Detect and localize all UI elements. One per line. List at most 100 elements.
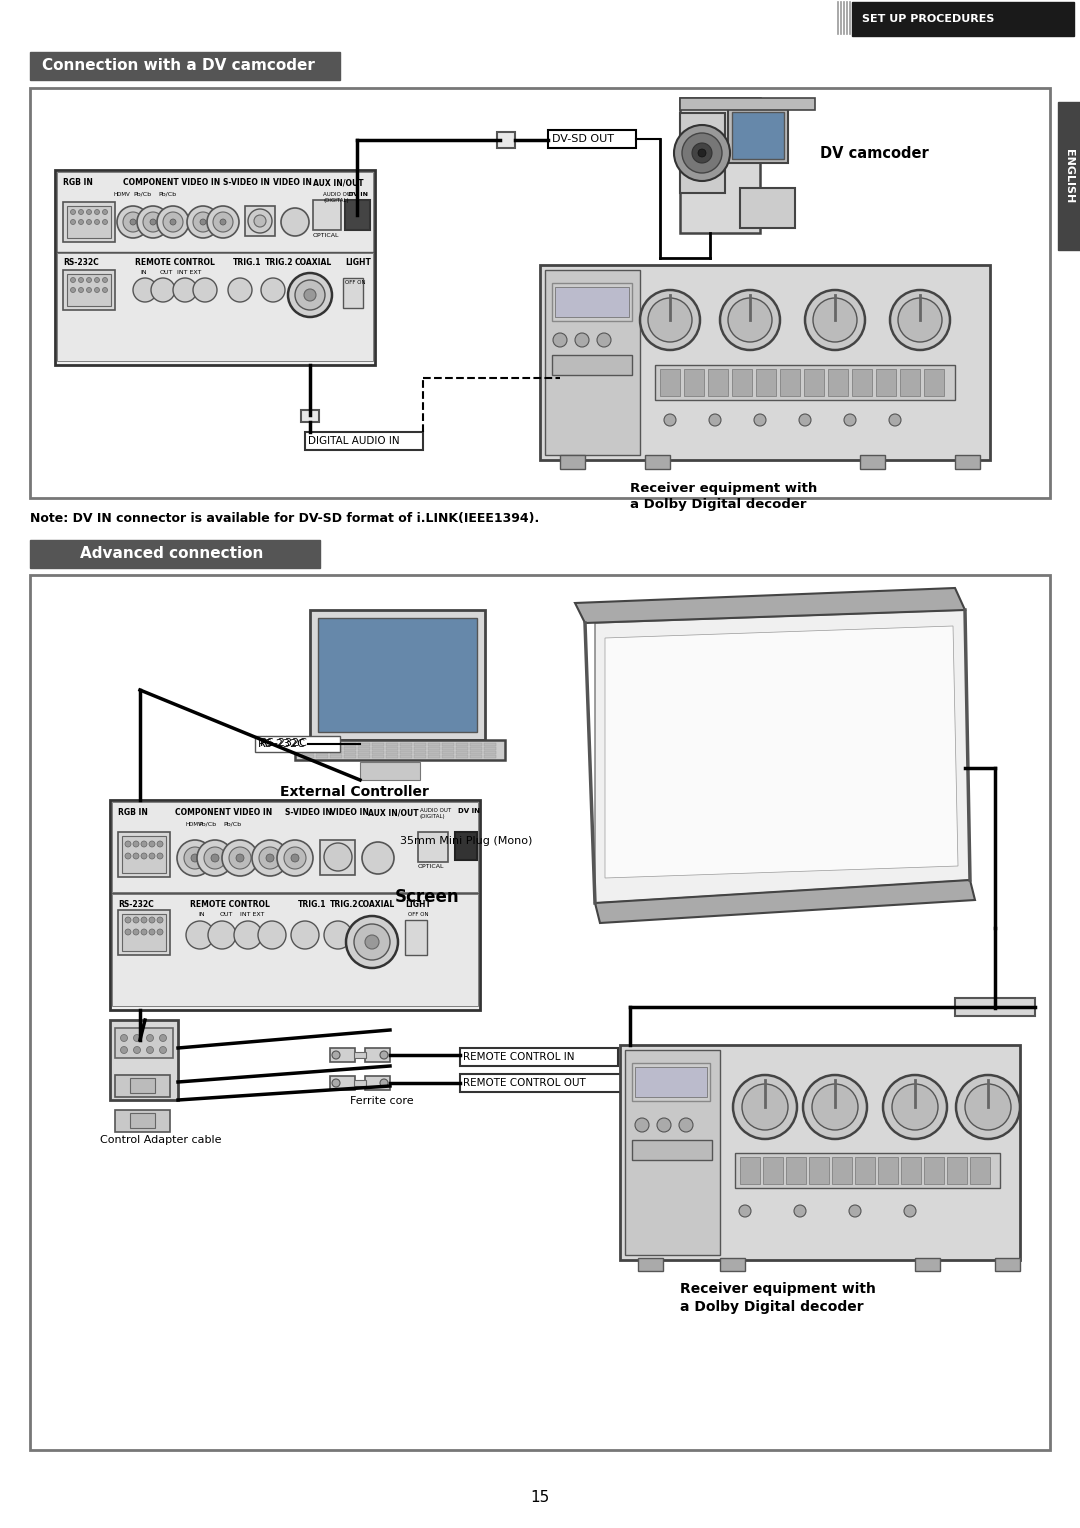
Circle shape: [258, 921, 286, 949]
Circle shape: [117, 206, 149, 238]
Text: RS-232C: RS-232C: [260, 738, 308, 749]
Circle shape: [79, 209, 83, 214]
Circle shape: [291, 854, 299, 862]
Bar: [728, 108, 788, 163]
Bar: [316, 743, 328, 746]
Circle shape: [365, 935, 379, 949]
Text: Receiver equipment with: Receiver equipment with: [630, 481, 818, 495]
Text: Control Adapter cable: Control Adapter cable: [100, 1135, 221, 1144]
Circle shape: [200, 219, 206, 225]
Bar: [302, 743, 314, 746]
Bar: [484, 755, 496, 758]
Text: S-VIDEO IN: S-VIDEO IN: [222, 177, 270, 186]
Bar: [110, 1021, 178, 1100]
Circle shape: [553, 333, 567, 347]
Bar: [852, 2, 1074, 37]
Circle shape: [904, 1206, 916, 1216]
Circle shape: [813, 298, 858, 342]
Circle shape: [728, 298, 772, 342]
Circle shape: [648, 298, 692, 342]
Circle shape: [720, 290, 780, 350]
Text: REMOTE CONTROL: REMOTE CONTROL: [135, 258, 215, 267]
Text: Pb/Cb: Pb/Cb: [158, 193, 176, 197]
Bar: [540, 264, 990, 460]
Circle shape: [95, 278, 99, 283]
Circle shape: [228, 278, 252, 303]
Circle shape: [134, 1034, 140, 1042]
Text: Pb/Cb: Pb/Cb: [133, 193, 151, 197]
Text: HDMV: HDMV: [113, 193, 130, 197]
Circle shape: [160, 1034, 166, 1042]
Circle shape: [259, 847, 281, 869]
Bar: [756, 368, 777, 396]
Circle shape: [133, 917, 139, 923]
Circle shape: [125, 853, 131, 859]
Circle shape: [143, 212, 163, 232]
Circle shape: [121, 1034, 127, 1042]
Circle shape: [805, 290, 865, 350]
Bar: [305, 432, 423, 451]
Circle shape: [897, 298, 942, 342]
Circle shape: [211, 854, 219, 862]
Bar: [860, 455, 885, 469]
Bar: [548, 130, 636, 148]
Bar: [357, 750, 370, 753]
Bar: [442, 747, 454, 750]
Text: REMOTE CONTROL: REMOTE CONTROL: [190, 900, 270, 909]
Circle shape: [266, 854, 274, 862]
Circle shape: [70, 278, 76, 283]
Circle shape: [160, 1047, 166, 1053]
Circle shape: [812, 1083, 858, 1131]
Bar: [561, 455, 585, 469]
Bar: [680, 98, 815, 110]
Text: a Dolby Digital decoder: a Dolby Digital decoder: [630, 498, 807, 510]
Circle shape: [291, 921, 319, 949]
Text: Note: DV IN connector is available for DV-SD format of i.LINK(IEEE1394).: Note: DV IN connector is available for D…: [30, 512, 539, 526]
Bar: [470, 755, 482, 758]
Bar: [732, 112, 784, 159]
Bar: [1058, 102, 1080, 251]
Bar: [809, 1157, 829, 1184]
Bar: [386, 755, 399, 758]
Circle shape: [95, 209, 99, 214]
Circle shape: [657, 1118, 671, 1132]
Text: RGB IN: RGB IN: [63, 177, 93, 186]
Bar: [428, 743, 440, 746]
Circle shape: [193, 278, 217, 303]
Text: OFF ON: OFF ON: [408, 912, 429, 917]
Bar: [30, 539, 320, 568]
Circle shape: [794, 1206, 806, 1216]
Circle shape: [86, 220, 92, 225]
Bar: [386, 743, 399, 746]
Bar: [372, 750, 384, 753]
Text: AUX IN/OUT: AUX IN/OUT: [313, 177, 364, 186]
Circle shape: [234, 921, 262, 949]
Circle shape: [575, 333, 589, 347]
Bar: [330, 1076, 355, 1089]
Polygon shape: [595, 880, 975, 923]
Text: REMOTE CONTROL OUT: REMOTE CONTROL OUT: [463, 1077, 585, 1088]
Circle shape: [276, 840, 313, 876]
Bar: [330, 747, 342, 750]
Bar: [114, 1109, 170, 1132]
Circle shape: [86, 278, 92, 283]
Circle shape: [123, 212, 143, 232]
Bar: [428, 747, 440, 750]
Bar: [645, 455, 670, 469]
Bar: [400, 755, 411, 758]
Bar: [110, 801, 480, 1010]
Bar: [255, 736, 340, 752]
Bar: [357, 755, 370, 758]
Circle shape: [103, 287, 108, 292]
Bar: [552, 283, 632, 321]
Circle shape: [79, 220, 83, 225]
Bar: [301, 410, 319, 422]
Text: VIDEO IN: VIDEO IN: [330, 808, 369, 817]
Bar: [316, 755, 328, 758]
Circle shape: [157, 853, 163, 859]
Text: ENGLISH: ENGLISH: [1064, 148, 1074, 203]
Bar: [740, 188, 795, 228]
Bar: [400, 743, 411, 746]
Circle shape: [79, 287, 83, 292]
Bar: [970, 1157, 990, 1184]
